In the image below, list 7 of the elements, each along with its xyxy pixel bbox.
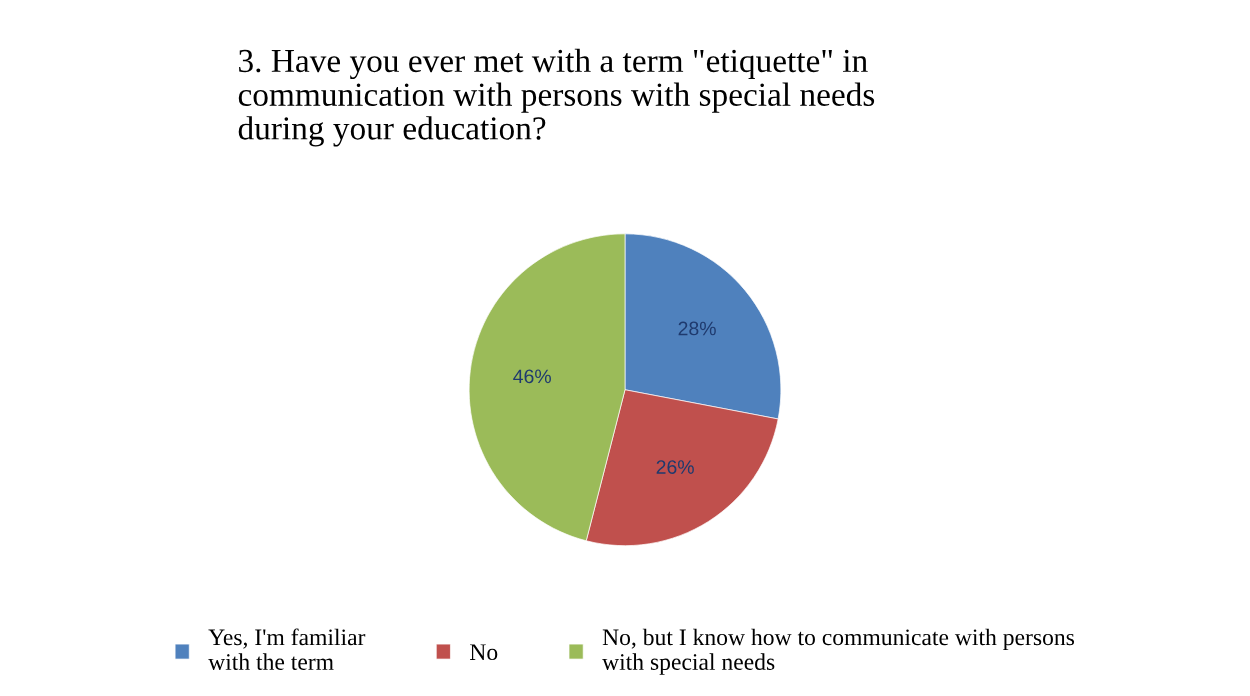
legend-label: Yes, I'm familiar with the term (208, 628, 366, 670)
data-label: 46% (513, 369, 551, 384)
legend-label: No (470, 644, 498, 661)
legend-label: No, but I know how to communicate with persons with special needs (602, 628, 1075, 675)
data-label: 28% (678, 321, 716, 336)
data-label: 26% (656, 460, 694, 474)
chart-title: 3. Have you ever met with a term "etiquette" in communication with persons with special needs during your education? (238, 48, 875, 147)
